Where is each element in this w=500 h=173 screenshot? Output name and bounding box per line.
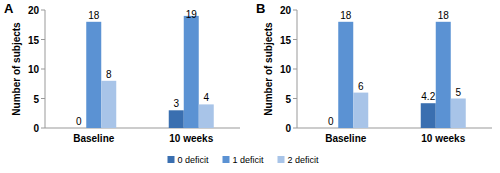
y-tick (293, 10, 297, 11)
y-tick (41, 98, 45, 99)
y-axis-line (45, 10, 46, 128)
data-label: 6 (358, 81, 364, 92)
data-label: 8 (106, 69, 112, 80)
y-tick-label: 0 (285, 123, 291, 134)
y-tick-label: 20 (28, 5, 40, 16)
bar (199, 104, 214, 128)
bar (169, 110, 184, 128)
panel-title: A (4, 1, 14, 16)
legend-swatch (223, 156, 230, 163)
y-tick (41, 128, 45, 129)
y-tick (41, 39, 45, 40)
bars (338, 22, 466, 128)
data-label: 18 (88, 10, 100, 21)
data-label: 18 (340, 10, 352, 21)
bar (421, 103, 436, 128)
chart-panel: B Number of subjects 0 5 10 15 20 Baseline 0 18 6 1… (256, 1, 492, 144)
bar (184, 16, 199, 128)
bar (101, 81, 116, 128)
y-axis-label: Number of subjects (263, 22, 274, 116)
data-label: 5 (455, 87, 461, 98)
y-tick (41, 69, 45, 70)
figure: A Number of subjects 0 5 10 15 20 Baseline 0 18 8 1… (0, 0, 500, 173)
data-label: 4 (203, 92, 209, 103)
data-label: 4.2 (421, 91, 435, 102)
legend-label: 0 deficit (178, 155, 210, 165)
x-tick-label: Baseline (325, 133, 367, 144)
chart-panel: A Number of subjects 0 5 10 15 20 Baseline 0 18 8 1… (4, 1, 240, 144)
bar (86, 22, 101, 128)
y-tick (293, 98, 297, 99)
bar (338, 22, 353, 128)
y-tick (293, 69, 297, 70)
x-tick-label: 10 weeks (421, 133, 465, 144)
legend: 0 deficit 1 deficit 2 deficit (168, 155, 320, 165)
bar (451, 99, 466, 129)
bars (86, 16, 214, 128)
bar (353, 93, 368, 128)
y-tick-label: 5 (33, 94, 39, 105)
x-tick-label: 10 weeks (169, 133, 213, 144)
data-label: 18 (438, 10, 450, 21)
y-tick (41, 10, 45, 11)
legend-label: 2 deficit (288, 155, 320, 165)
y-tick-label: 15 (280, 35, 292, 46)
bar (71, 128, 86, 129)
data-label: 3 (173, 98, 179, 109)
y-axis-label: Number of subjects (11, 22, 22, 116)
legend-label: 1 deficit (233, 155, 265, 165)
legend-swatch (278, 156, 285, 163)
y-tick-label: 5 (285, 94, 291, 105)
y-axis-line (297, 10, 298, 128)
bar (323, 128, 338, 129)
data-label: 0 (328, 116, 334, 127)
y-tick (293, 39, 297, 40)
y-tick (293, 128, 297, 129)
y-tick-label: 0 (33, 123, 39, 134)
data-label: 0 (76, 116, 82, 127)
y-tick-label: 10 (28, 64, 40, 75)
y-tick-label: 20 (280, 5, 292, 16)
y-tick-label: 15 (28, 35, 40, 46)
bar (436, 22, 451, 128)
x-tick-label: Baseline (73, 133, 115, 144)
legend-swatch (168, 156, 175, 163)
y-tick-label: 10 (280, 64, 292, 75)
panel-title: B (256, 1, 265, 16)
data-label: 19 (186, 9, 198, 20)
